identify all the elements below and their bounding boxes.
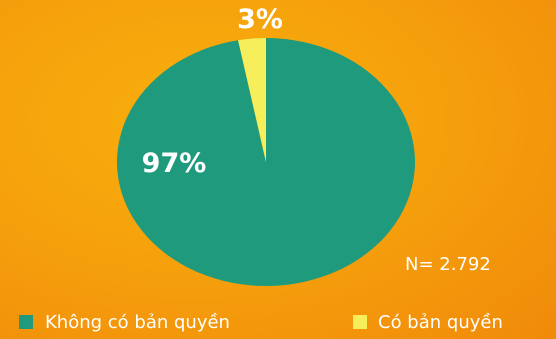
legend-label: Không có bản quyền <box>45 312 230 333</box>
legend-item: Không có bản quyền <box>19 312 230 333</box>
legend-swatch <box>353 315 367 329</box>
value-label-97: 97% <box>142 148 207 179</box>
pie-slice-khong-co-ban-quyen <box>117 38 416 287</box>
value-label-3: 3% <box>237 4 283 35</box>
pie-slice-co-ban-quyen <box>238 38 266 162</box>
legend-label: Có bản quyền <box>378 312 503 333</box>
legend-swatch <box>19 315 33 329</box>
sample-size-note: N= 2.792 <box>405 254 491 275</box>
legend-item: Có bản quyền <box>353 312 503 333</box>
